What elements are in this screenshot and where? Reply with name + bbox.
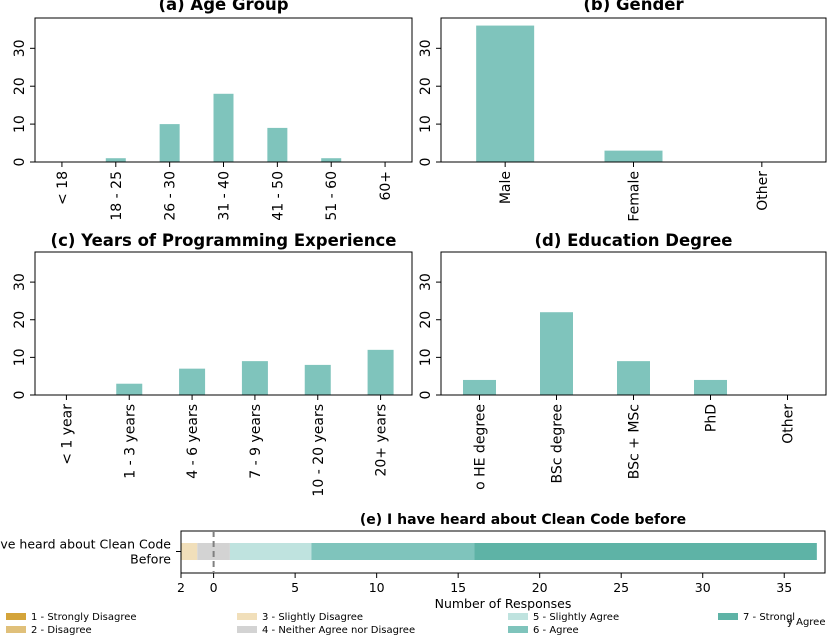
legend-swatch [6, 613, 26, 620]
category-label: I've heard about Clean Code Before [0, 537, 171, 567]
stack-segment-6 [311, 543, 475, 560]
x-tick-label: 5 [291, 580, 299, 595]
bar-4 [694, 379, 727, 395]
y-tick-label: 0 [12, 158, 28, 167]
bar-1 [476, 25, 535, 162]
legend: 1 - Strongly Disagree 2 - Disagree 3 - Sli… [6, 612, 825, 636]
y-tick-label: 10 [418, 115, 434, 133]
bar-2 [116, 383, 143, 395]
x-tick-label: < 1 year [59, 404, 75, 465]
y-tick-label: 20 [418, 311, 434, 329]
legend-label: 7 - Strongl [743, 612, 795, 623]
x-tick-label: 30 [695, 580, 711, 595]
x-tick-label: 35 [776, 580, 792, 595]
x-tick-label: 2 [177, 580, 185, 595]
y-tick-label: 30 [12, 273, 28, 291]
x-tick-label: 25 [613, 580, 629, 595]
panel-1: (a) Age Group 0 10 20 30 < 18 18 - 25 26 - 30 31… [12, 0, 413, 221]
y-tick-label: 20 [12, 311, 28, 329]
bar-5 [267, 127, 288, 162]
bar-2 [105, 158, 126, 162]
bar-3 [617, 361, 650, 395]
x-tick-label: BSc + MSc [627, 404, 643, 479]
y-tick-label: 10 [12, 115, 28, 133]
x-tick-label: 41 - 50 [270, 171, 286, 221]
y-tick-label: 30 [12, 39, 28, 57]
legend-swatch [508, 613, 528, 620]
bar-6 [367, 349, 394, 395]
x-tick-label: 31 - 40 [217, 171, 233, 221]
legend-swatch [237, 626, 257, 633]
x-tick-label: 26 - 30 [163, 171, 179, 221]
panel-title: (b) Gender [583, 0, 684, 14]
x-tick-label: Male [498, 171, 514, 204]
x-tick-label: PhD [704, 404, 720, 432]
axes-frame [34, 251, 413, 396]
y-tick-label: 0 [418, 158, 434, 167]
panel-title: (e) I have heard about Clean Code before [360, 512, 686, 528]
bar-3 [159, 124, 180, 162]
x-tick-label: 15 [450, 580, 466, 595]
y-tick-label: 0 [418, 391, 434, 400]
stack-segment-3 [181, 543, 198, 560]
y-tick-label: 10 [418, 348, 434, 366]
x-tick-label: 10 [369, 580, 385, 595]
x-tick-label: 4 - 6 years [185, 404, 201, 479]
x-tick-label: Other [755, 171, 771, 211]
y-tick-label: 30 [418, 39, 434, 57]
legend-label: 2 - Disagree [31, 625, 92, 636]
x-tick-label: 1 - 3 years [122, 404, 138, 479]
legend-label: 5 - Slightly Agree [533, 612, 619, 623]
legend-swatch [6, 626, 26, 633]
panel-4: (d) Education Degree 0 10 20 30 o HE degree BS… [418, 231, 827, 490]
stack-segment-5 [229, 543, 312, 560]
bar-4 [241, 361, 268, 395]
legend-swatch [508, 626, 528, 633]
y-tick-label: 0 [12, 391, 28, 400]
y-tick-label: 20 [418, 77, 434, 95]
bar-5 [304, 364, 331, 395]
panel-5: (e) I have heard about Clean Code before… [0, 512, 826, 611]
panel-title: (d) Education Degree [535, 231, 733, 250]
bar-1 [463, 379, 496, 395]
bar-2 [604, 150, 663, 162]
legend-swatch [237, 613, 257, 620]
x-tick-label: Female [627, 171, 643, 222]
bar-6 [321, 158, 342, 162]
x-tick-label: o HE degree [473, 404, 489, 490]
panel-title: (c) Years of Programming Experience [51, 231, 397, 250]
legend-label: 3 - Slightly Disagree [262, 612, 363, 623]
x-tick-label: BSc degree [550, 404, 566, 483]
bar-3 [179, 368, 206, 395]
x-tick-label: 20+ years [374, 404, 390, 477]
x-axis-label: Number of Responses [435, 596, 572, 611]
panel-2: (b) Gender 0 10 20 30 Male Female Other [418, 0, 827, 222]
x-tick-label: 51 - 60 [324, 171, 340, 221]
x-tick-label: 20 [532, 580, 548, 595]
x-tick-label: Other [781, 404, 797, 444]
stack-segment-7 [474, 543, 817, 560]
legend-label: 1 - Strongly Disagree [31, 612, 137, 623]
x-tick-label: 7 - 9 years [248, 404, 264, 479]
x-tick-label: < 18 [55, 171, 71, 205]
x-tick-label: 60+ [378, 171, 394, 201]
bar-4 [213, 93, 234, 162]
y-tick-label: 30 [418, 273, 434, 291]
legend-label: 4 - Neither Agree nor Disagree [262, 625, 415, 636]
x-tick-label: 18 - 25 [109, 171, 125, 221]
y-tick-label: 20 [12, 77, 28, 95]
bar-2 [540, 312, 573, 395]
y-tick-label: 10 [12, 348, 28, 366]
legend-label: 6 - Agree [533, 625, 579, 636]
x-tick-label: 0 [210, 580, 218, 595]
legend-swatch [718, 613, 738, 620]
panel-3: (c) Years of Programming Experience 0 10 20… [12, 231, 413, 497]
panel-title: (a) Age Group [158, 0, 288, 14]
legend-label: y Agree [787, 617, 825, 628]
x-tick-label: 10 - 20 years [311, 404, 327, 497]
